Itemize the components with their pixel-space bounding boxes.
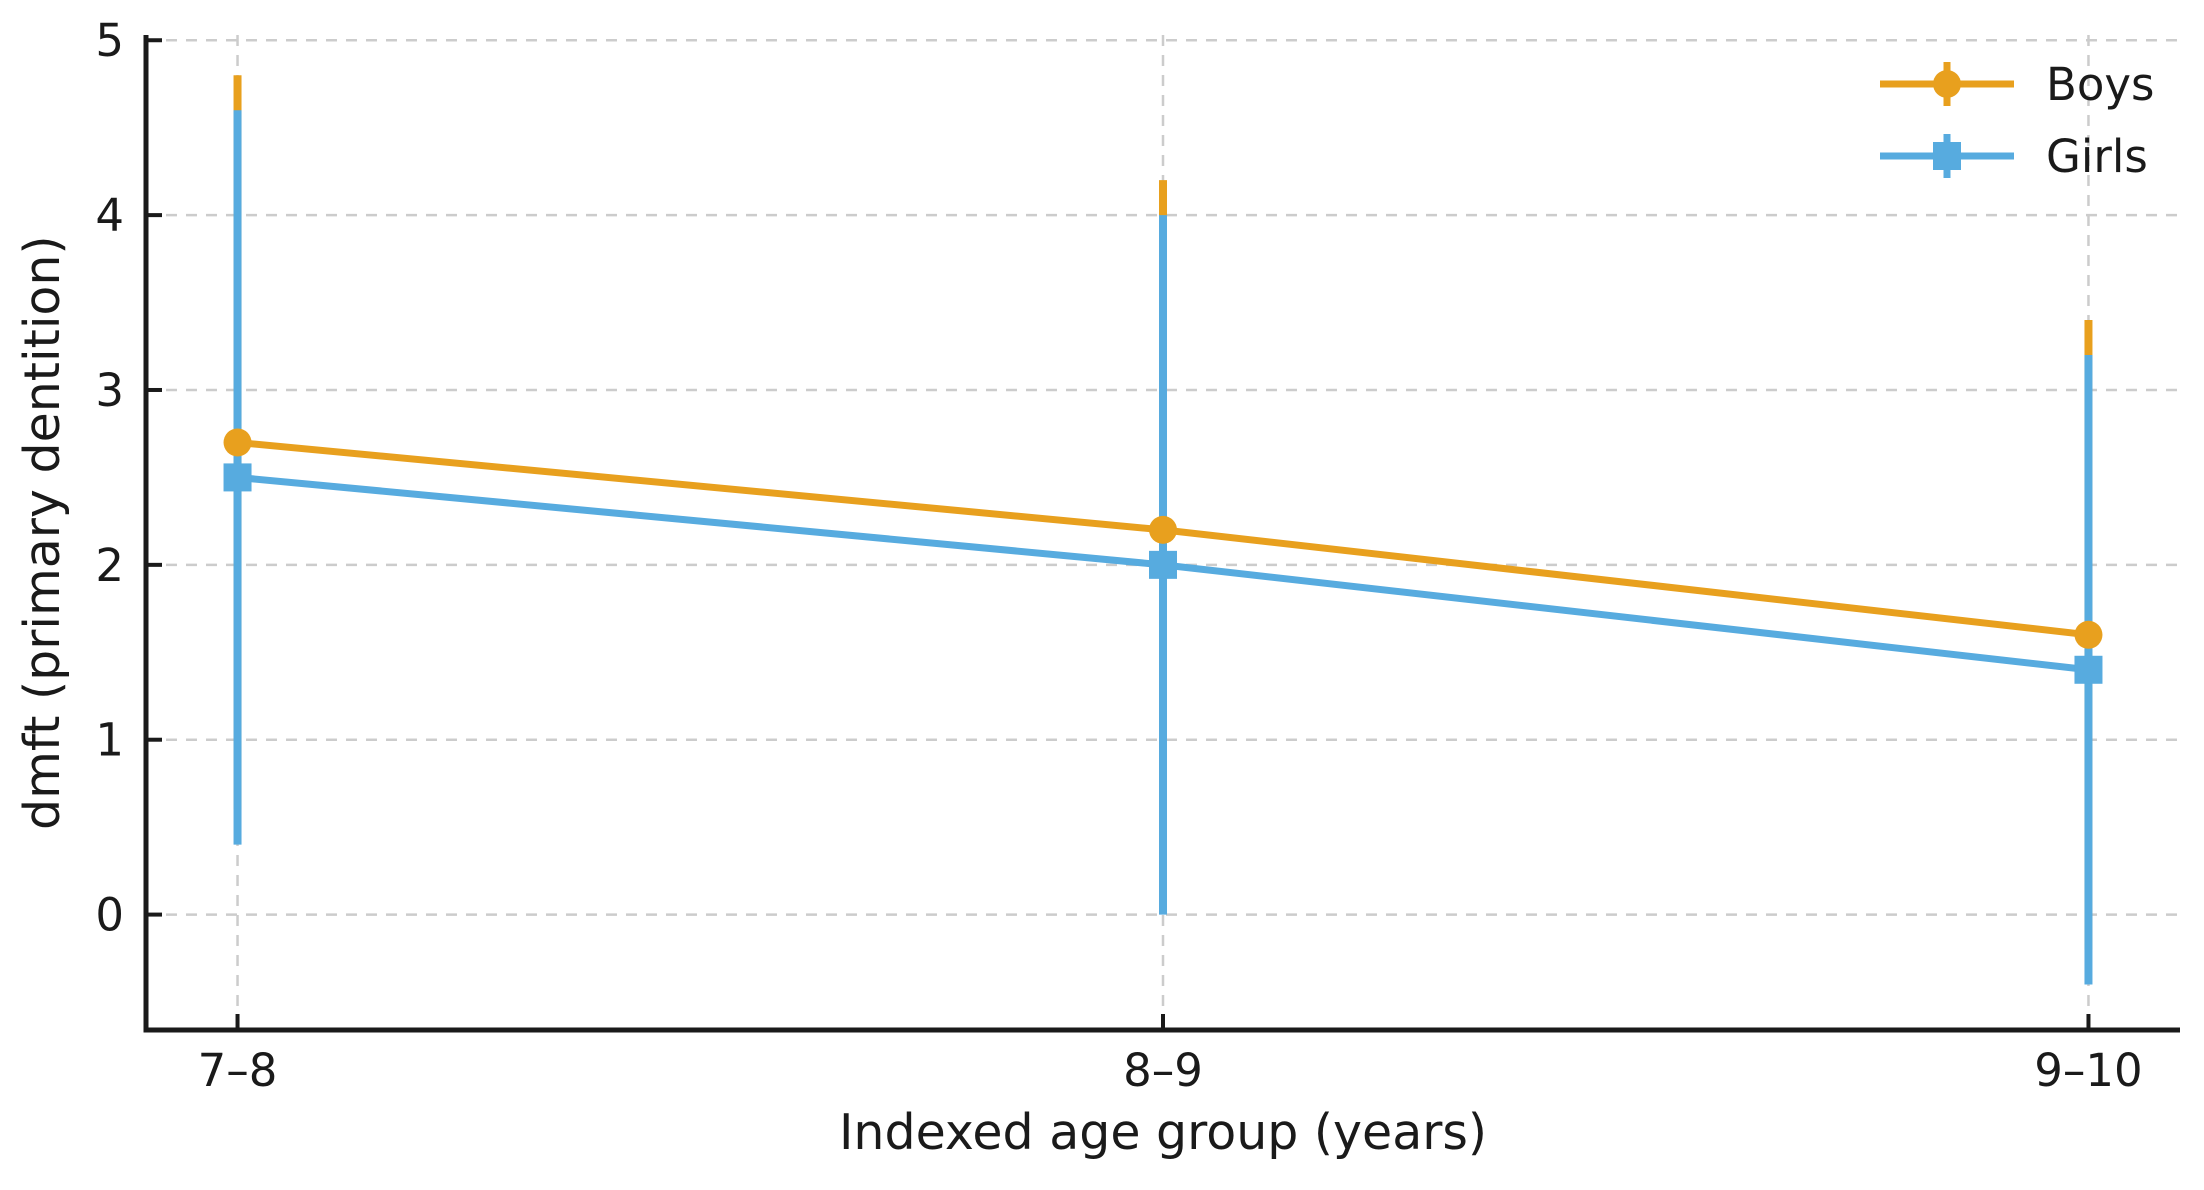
- x-tick-label: 7–8: [198, 1044, 278, 1097]
- y-axis-label: dmft (primary dentition): [14, 235, 71, 830]
- y-tick-label: 1: [95, 714, 124, 767]
- x-axis-label: Indexed age group (years): [838, 1104, 1488, 1161]
- x-tick-label: 9–10: [2034, 1044, 2142, 1097]
- legend-item-girls: Girls: [1872, 124, 2154, 188]
- y-tick-label: 5: [95, 14, 124, 67]
- girls-marker: [2074, 655, 2103, 684]
- legend-item-boys: Boys: [1872, 52, 2154, 116]
- boys-legend-marker-icon: [1933, 70, 1961, 98]
- y-tick-label: 2: [95, 539, 124, 592]
- boys-marker: [223, 428, 252, 457]
- boys-marker: [1149, 515, 1177, 544]
- boys-legend-label: Boys: [2046, 57, 2155, 111]
- y-tick-label: 4: [95, 189, 124, 242]
- girls-legend-label: Girls: [2046, 129, 2148, 183]
- girls-legend-handle: [1880, 134, 2014, 178]
- girls-legend-marker-icon: [1933, 142, 1961, 170]
- x-tick-label: 8–9: [1123, 1044, 1203, 1097]
- y-tick-label: 0: [95, 889, 124, 942]
- boys-marker: [2074, 620, 2103, 649]
- legend: Boys Girls: [1872, 52, 2154, 188]
- y-tick-label: 3: [95, 364, 124, 417]
- girls-marker: [223, 463, 252, 492]
- boys-legend-handle: [1880, 62, 2014, 106]
- girls-marker: [1149, 550, 1177, 579]
